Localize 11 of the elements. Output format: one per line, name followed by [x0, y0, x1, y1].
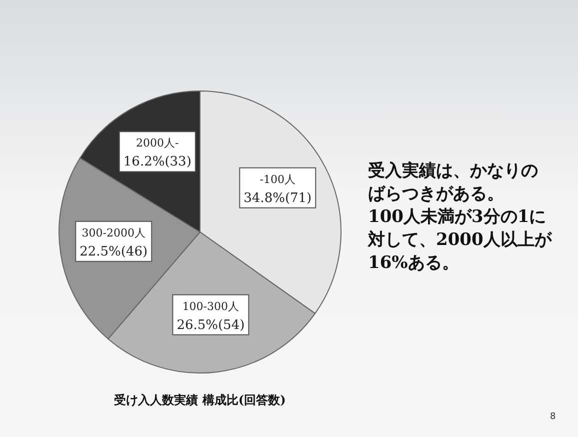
text: 受入実績は、かなりのばらつきがある。 100人未満が3分の1に対して、2000人以上が16%ある。 [368, 160, 553, 275]
slice-label: 2000人- [136, 136, 180, 150]
slice-label: 100-300人 [182, 300, 240, 313]
text: 受け入人数実績 構成比(回答数) [113, 393, 286, 407]
data-label: 22.5%(46) [80, 244, 148, 260]
data-label: 26.5%(54) [176, 318, 245, 333]
slice-label: -100人 [260, 172, 296, 186]
slice-label: 300-2000人 [82, 226, 146, 240]
data-label: 16.2%(33) [123, 154, 192, 170]
data-label: 34.8%(71) [244, 190, 312, 206]
text: 8 [550, 412, 556, 422]
